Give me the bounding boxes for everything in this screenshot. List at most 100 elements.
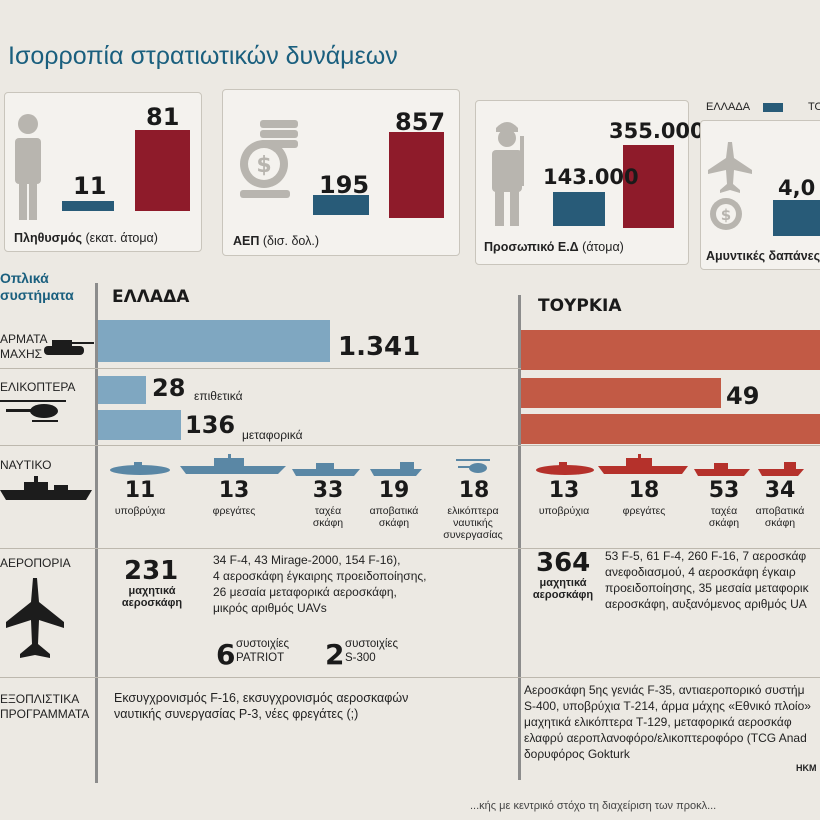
turkey-programs-line-3: μαχητικά ελικόπτερα Τ-129, μεταφορικά αε… [524,715,792,729]
greece-programs: Εκσυγχρονισμός F-16, εκσυγχρονισμός αερο… [114,690,408,722]
gdp-turkey-value: 857 [395,108,446,136]
navy-label: ΝΑΥΤΙΚΟ [0,458,52,472]
page-title: Ισορροπία στρατιωτικών δυνάμεων [8,42,398,70]
helicopter-icon [0,400,66,422]
turkey-frigate-icon [598,454,688,474]
population-label: Πληθυσμός (εκατ. άτομα) [14,231,158,245]
turkey-heading: ΤΟΥΡΚΙΑ [538,296,622,316]
greece-aircraft-value: 231 [124,556,179,586]
turkey-aircraft-detail-line-2: ανεφοδιασμού, 4 αεροσκάφη έγκαιρ [605,565,796,579]
greece-aircraft-label: μαχητικά αεροσκάφη [121,585,183,609]
legend-turkey-label: ΤΟ [808,101,820,113]
greece-fast-boat-icon [292,463,360,476]
greece-heading: ΕΛΛΑΔΑ [112,287,190,307]
turkey-navy-label-3: ταχέα σκάφη [708,505,740,529]
turkey-navy-num-3: 53 [708,478,740,503]
greece-navy-label-5: ελικόπτερα ναυτικής συνεργασίας [443,505,503,541]
turkey-programs-line-4: ελαφρύ αεροπλανοφόρο/ελικοπτεροφόρο (TCG… [524,731,807,745]
gdp-greece-bar [313,195,369,215]
turkey-navy-num-2: 18 [628,478,660,503]
credit-text: ΗΚΜ [796,763,817,773]
defense-greece-value: 4,0 [778,176,816,200]
greece-aircraft-detail-line-2: 4 αεροσκάφη έγκαιρης προειδοποίησης, [213,569,427,583]
turkey-tanks-bar [521,330,820,370]
turkey-aircraft-detail-line-3: προειδοποίησης, 35 μεσαία μεταφορικ [605,581,809,595]
greece-tanks-value: 1.341 [338,332,421,362]
population-greece-value: 11 [73,172,107,200]
turkey-heli-bar-2 [521,414,820,444]
greece-navy-label-3: ταχέα σκάφη [312,505,344,529]
greece-patriot-label: PATRIOT [236,652,285,664]
tank-icon [44,340,94,355]
defense-card [700,120,820,270]
helicopters-label: ΕΛΙΚΟΠΤΕΡΑ [0,380,76,394]
greece-s300-value: 2 [325,638,345,671]
turkey-heli-bar [521,378,721,408]
programs-label: ΕΞΟΠΛΙΣΤΙΚΑ ΠΡΟΓΡΑΜΜΑΤΑ [0,692,90,721]
greece-programs-line-1: Εκσυγχρονισμός F-16, εκσυγχρονισμός αερο… [114,691,409,705]
greece-navy-label-4: αποβατικά σκάφη [369,505,419,529]
greece-patriot-value: 6 [216,638,236,671]
defense-greece-bar [773,200,820,236]
turkey-programs: Αεροσκάφη 5ης γενιάς F-35, αντιαεροπορικ… [524,682,811,762]
greece-s300-label-top: συστοιχίες [345,638,399,650]
population-turkey-bar [135,130,190,211]
divider-navy [0,548,820,549]
legend-greece-label: ΕΛΛΑΔΑ [706,101,751,113]
personnel-label: Προσωπικό Ε.Δ (άτομα) [484,240,624,254]
greece-navy-num-2: 13 [218,478,250,503]
turkey-navy-label-4: αποβατικά σκάφη [755,505,805,529]
greece-navy-label-1: υποβρύχια [114,505,166,517]
turkey-navy-num-1: 13 [548,478,580,503]
tanks-label: ΑΡΜΑΤΑ ΜΑΧΗΣ [0,332,48,361]
population-turkey-value: 81 [146,103,180,131]
turkey-axis-line [518,295,521,780]
soldier-icon [492,122,524,226]
turkey-navy-num-4: 34 [764,478,796,503]
turkey-aircraft-value: 364 [536,548,591,578]
personnel-turkey-bar [623,145,674,228]
greece-attack-heli-value: 28 [152,374,186,402]
turkey-fast-boat-icon [694,463,750,476]
greece-patriot-label-top: συστοιχίες [236,638,290,650]
greece-tanks-bar [98,320,330,362]
turkey-aircraft-detail: 53 F-5, 61 F-4, 260 F-16, 7 αεροσκάφ ανε… [605,548,809,612]
weapons-systems-label: Οπλικά συστήματα [0,270,74,303]
gdp-label: ΑΕΠ (δισ. δολ.) [233,234,320,248]
greece-frigate-icon [180,454,286,474]
greece-landing-ship-icon [370,462,422,476]
turkey-aircraft-detail-line-4: αεροσκάφη, αυξανόμενος αριθμός UA [605,597,807,611]
turkey-aircraft-label: μαχητικά αεροσκάφη [532,577,594,601]
turkey-aircraft-detail-line-1: 53 F-5, 61 F-4, 260 F-16, 7 αεροσκάφ [605,549,807,563]
greece-aircraft-detail: 34 F-4, 43 Mirage-2000, 154 F-16), 4 αερ… [213,552,427,616]
warship-icon [0,476,92,500]
greece-programs-line-2: ναυτικής συνεργασίας P-3, νέες φρεγάτες … [114,707,359,721]
person-icon [15,114,41,220]
gdp-greece-value: 195 [319,171,370,199]
divider-tanks [0,368,820,369]
greece-transport-heli-label: μεταφορικά [242,428,303,442]
greece-transport-heli-bar [98,410,181,440]
turkey-programs-line-5: δορυφόρος Gokturk [524,747,630,761]
greece-navy-num-4: 19 [378,478,410,503]
greece-navy-num-3: 33 [312,478,344,503]
defense-label: Αμυντικές δαπάνες [706,249,820,263]
greece-aircraft-detail-line-4: μικρός αριθμός UAVs [213,601,327,615]
turkey-submarine-icon [536,462,594,475]
personnel-greece-value: 143.000 [543,165,639,189]
turkey-heli-value: 49 [726,382,760,410]
coins-icon: $ [240,120,298,198]
population-greece-bar [62,201,114,211]
greece-naval-heli-icon [456,459,490,473]
greece-transport-heli-value: 136 [185,411,236,439]
greece-axis-line [95,283,98,783]
greece-s300-label: S-300 [345,652,376,664]
turkey-navy-label-1: υποβρύχια [538,505,590,517]
divider-airforce [0,677,820,678]
turkey-landing-ship-icon [758,462,804,476]
personnel-greece-bar [553,192,605,226]
turkey-programs-line-1: Αεροσκάφη 5ης γενιάς F-35, αντιαεροπορικ… [524,683,805,697]
airforce-label: ΑΕΡΟΠΟΡΙΑ [0,556,71,570]
jet-and-coin-icon: $ [708,142,752,230]
greece-aircraft-detail-line-3: 26 μεσαία μεταφορικά αεροσκάφη, [213,585,397,599]
